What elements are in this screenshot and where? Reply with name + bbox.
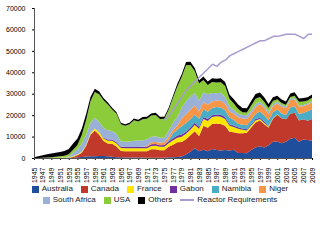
svg-text:1985: 1985: [204, 167, 211, 183]
html-text:Gabon: Gabon: [179, 184, 204, 193]
svg-text:1983: 1983: [196, 167, 203, 183]
svg-text:1995: 1995: [248, 167, 255, 183]
html-text:USA: USA: [113, 195, 131, 204]
svg-text:60000: 60000: [6, 26, 26, 33]
html-text:France: France: [136, 184, 162, 193]
svg-text:1993: 1993: [239, 167, 246, 183]
svg-text:2003: 2003: [283, 167, 290, 183]
svg-text:1967: 1967: [126, 167, 133, 183]
svg-text:1953: 1953: [65, 167, 72, 183]
html-text:Australia: Australia: [41, 184, 73, 193]
svg-text:1951: 1951: [57, 167, 64, 183]
svg-text:0: 0: [22, 155, 26, 162]
svg-text:1997: 1997: [257, 167, 264, 183]
svg-text:1989: 1989: [222, 167, 229, 183]
svg-text:1977: 1977: [170, 167, 177, 183]
html-text:Niger: Niger: [269, 184, 289, 193]
svg-text:1955: 1955: [74, 167, 81, 183]
svg-text:1957: 1957: [83, 167, 90, 183]
svg-text:2007: 2007: [300, 167, 307, 183]
svg-text:1969: 1969: [135, 167, 142, 183]
svg-text:40000: 40000: [6, 69, 26, 76]
svg-text:50000: 50000: [6, 48, 26, 55]
svg-text:1965: 1965: [118, 167, 125, 183]
svg-text:70000: 70000: [6, 5, 26, 12]
svg-text:2001: 2001: [274, 167, 281, 183]
svg-text:2009: 2009: [309, 167, 316, 183]
svg-text:1963: 1963: [109, 167, 116, 183]
svg-text:1959: 1959: [92, 167, 99, 183]
html-text:Namibia: Namibia: [221, 184, 252, 193]
html-text:Others: Others: [148, 195, 173, 204]
svg-text:1973: 1973: [152, 167, 159, 183]
svg-text:2005: 2005: [291, 167, 298, 183]
svg-text:1961: 1961: [100, 167, 107, 183]
svg-text:1975: 1975: [161, 167, 168, 183]
svg-text:1979: 1979: [178, 167, 185, 183]
svg-text:1981: 1981: [187, 167, 194, 183]
svg-text:10000: 10000: [6, 133, 26, 140]
svg-text:1945: 1945: [31, 167, 38, 183]
html-text:South Africa: South Africa: [52, 195, 96, 204]
svg-text:1999: 1999: [265, 167, 272, 183]
svg-text:1947: 1947: [39, 167, 46, 183]
svg-text:1971: 1971: [144, 167, 151, 183]
svg-text:1991: 1991: [231, 167, 238, 183]
svg-text:1949: 1949: [48, 167, 55, 183]
html-text:Canada: Canada: [90, 184, 119, 193]
svg-text:30000: 30000: [6, 90, 26, 97]
svg-text:20000: 20000: [6, 112, 26, 119]
svg-text:1987: 1987: [213, 167, 220, 183]
html-text:Reactor Requirements: Reactor Requirements: [197, 195, 278, 204]
